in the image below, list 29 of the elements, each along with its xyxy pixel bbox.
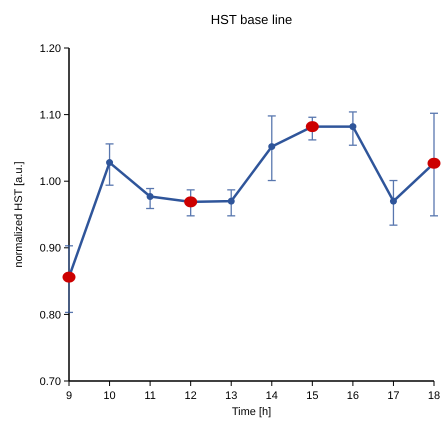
x-axis-title: Time [h] (232, 406, 272, 418)
y-tick-label: 1.10 (40, 109, 61, 122)
point (268, 143, 276, 150)
point (62, 272, 76, 283)
x-tick-label: 18 (428, 390, 440, 402)
point (228, 198, 235, 205)
x-tick-label: 11 (144, 390, 156, 402)
x-tick-label: 9 (66, 390, 72, 402)
y-tick-label: 1.00 (40, 176, 61, 188)
point (306, 121, 319, 132)
point (390, 198, 397, 205)
x-tick-label: 10 (103, 390, 116, 402)
y-tick-label: 0.80 (40, 309, 61, 322)
point (106, 159, 114, 166)
x-tick-label: 14 (266, 390, 278, 402)
x-tick-label: 16 (346, 390, 360, 402)
x-tick-label: 12 (184, 390, 197, 402)
x-tick-label: 13 (225, 390, 238, 402)
point (184, 196, 198, 208)
point (349, 123, 356, 130)
y-tick-label: 0.90 (40, 242, 61, 255)
y-axis-title: normalized HST [a.u.] (13, 161, 25, 268)
point (428, 158, 440, 169)
point (146, 193, 154, 200)
y-tick-label: 1.20 (40, 42, 61, 55)
chart-title: HST base line (210, 12, 292, 27)
x-tick-label: 15 (306, 390, 318, 402)
y-tick-label: 0.70 (40, 376, 61, 388)
x-tick-label: 17 (387, 390, 400, 402)
